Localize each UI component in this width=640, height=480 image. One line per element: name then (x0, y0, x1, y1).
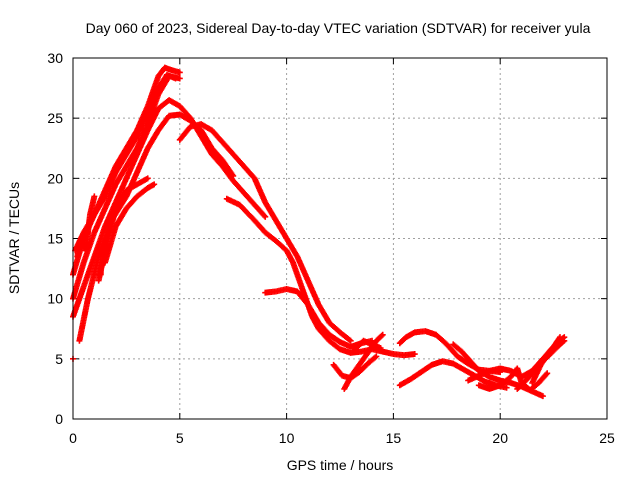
y-tick-label: 10 (47, 291, 63, 307)
y-tick-label: 20 (47, 170, 63, 186)
series-arc-16 (396, 358, 510, 391)
data-point (539, 393, 546, 400)
data-point (346, 336, 353, 343)
data-point (176, 69, 183, 76)
tick-layer: 0 5 10 15 20 25 0 5 10 15 20 25 30 (47, 50, 615, 446)
series-arc-22 (95, 235, 109, 278)
data-point (411, 351, 418, 358)
series-arc-2 (70, 73, 183, 302)
data-point (144, 175, 151, 182)
data-point (561, 334, 568, 341)
x-tick-label: 20 (492, 430, 508, 446)
x-tick-label: 0 (69, 430, 77, 446)
data-point (230, 172, 237, 179)
data-point (543, 371, 550, 378)
data-point (347, 337, 354, 344)
x-tick-label: 10 (279, 430, 295, 446)
data-point (560, 334, 567, 341)
series-arc-14 (351, 337, 384, 353)
series-arc-9 (176, 121, 354, 344)
x-tick-label: 15 (386, 430, 402, 446)
series-arc-7 (102, 181, 158, 266)
data-point (172, 75, 179, 82)
x-axis-label: GPS time / hours (287, 457, 394, 473)
data-point (373, 353, 380, 360)
series-arc-10 (223, 195, 418, 359)
series-arc-8 (74, 193, 98, 260)
y-axis-label: SDTVAR / TECUs (6, 182, 22, 294)
data-point (378, 332, 385, 339)
series-arc-15 (396, 328, 504, 376)
data-point (262, 213, 269, 220)
y-tick-label: 25 (47, 110, 63, 126)
series-arc-21 (529, 334, 568, 386)
data-point (503, 384, 510, 391)
data-point (261, 212, 268, 219)
x-tick-label: 5 (176, 430, 184, 446)
data-point (91, 193, 98, 200)
y-tick-label: 0 (55, 411, 63, 427)
series-arc-5 (76, 111, 237, 344)
data-points (70, 64, 568, 400)
y-tick-label: 15 (47, 231, 63, 247)
y-tick-label: 5 (55, 351, 63, 367)
data-point (544, 370, 551, 377)
data-point (151, 181, 158, 188)
chart-title: Day 060 of 2023, Sidereal Day-to-day VTE… (86, 20, 591, 36)
x-tick-label: 25 (599, 430, 615, 446)
data-point (379, 331, 386, 338)
data-point (95, 271, 102, 278)
data-point (377, 345, 384, 352)
plot-frame (72, 57, 608, 420)
y-tick-label: 30 (47, 50, 63, 66)
grid-layer (73, 58, 607, 419)
series-arc-11 (262, 286, 376, 350)
